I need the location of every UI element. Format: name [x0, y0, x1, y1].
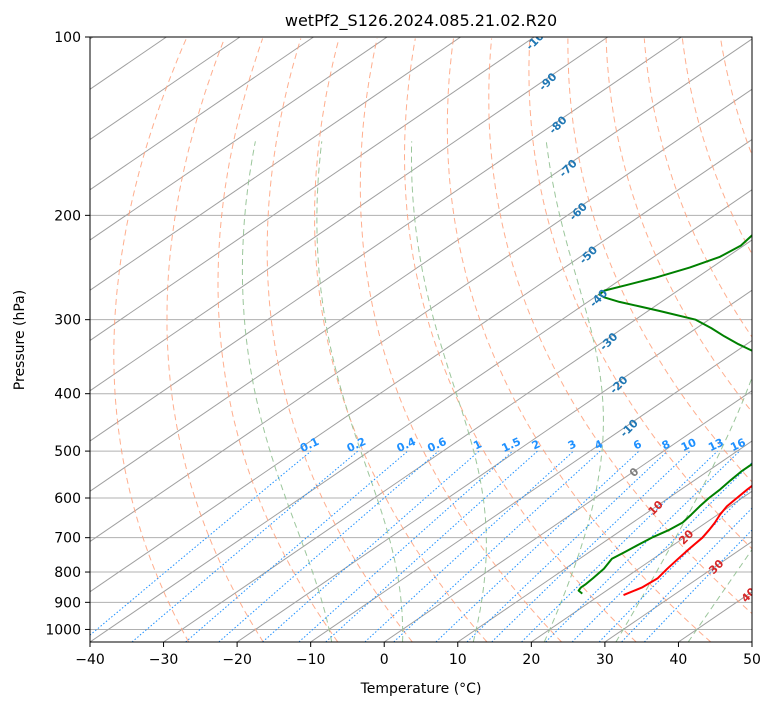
- moist-adiabat-line: [241, 141, 333, 642]
- mixing-ratio-line: [325, 450, 538, 642]
- isotherm-line: [90, 38, 752, 492]
- dry-adiabat-line: [720, 38, 752, 157]
- dry-adiabat-line: [113, 38, 190, 642]
- moist-adiabat-line: [615, 376, 752, 642]
- mixing-ratio-line: [393, 450, 601, 642]
- x-tick-label: −40: [75, 652, 105, 668]
- dry-adiabat-line: [567, 38, 752, 483]
- isotherm-line: [90, 37, 461, 291]
- dry-adiabat-line: [488, 38, 752, 615]
- dry-adiabat-line: [266, 38, 413, 642]
- mixing-ratio-label: 10: [679, 436, 699, 454]
- plot-area: 0.10.20.40.611.52346810131620253036-100-…: [90, 37, 752, 642]
- mixing-ratio-line: [621, 507, 752, 642]
- x-tick-label: −10: [296, 652, 326, 668]
- dry-adiabat-line: [681, 38, 752, 256]
- dry-adiabat-line: [446, 38, 712, 642]
- y-tick-label: 100: [54, 30, 81, 46]
- dry-adiabat-line: [643, 38, 752, 338]
- mixing-ratio-line: [643, 529, 752, 642]
- isotherm-line: [457, 440, 752, 642]
- chart-title: wetPf2_S126.2024.085.21.02.R20: [285, 11, 557, 31]
- mixing-ratio-line: [521, 450, 718, 642]
- mixing-ratio-line: [262, 450, 480, 642]
- mixing-ratio-line: [185, 450, 409, 642]
- isotherm-line: [90, 37, 388, 241]
- mixing-ratio-line: [298, 450, 514, 642]
- x-tick-label: −20: [222, 652, 252, 668]
- dry-adiabat-line: [166, 38, 264, 642]
- x-tick-label: 0: [380, 652, 389, 668]
- mixing-ratio-label: 13: [706, 436, 725, 454]
- mixing-ratio-line: [218, 450, 439, 642]
- y-tick-label: 900: [54, 595, 81, 611]
- mixing-ratio-line: [466, 450, 668, 642]
- isotherm-line: [90, 37, 682, 442]
- x-tick-label: 20: [522, 652, 540, 668]
- isotherm-line: [90, 37, 609, 392]
- plot-frame: [89, 36, 753, 643]
- dry-adiabat-line: [359, 38, 562, 642]
- isotherm-line: [90, 138, 752, 593]
- x-tick-label: 40: [670, 652, 688, 668]
- dry-adiabat-line: [403, 38, 637, 642]
- y-tick-label: 500: [54, 444, 81, 460]
- x-tick-label: 30: [596, 652, 614, 668]
- isotherm-line: [531, 490, 752, 642]
- mixing-ratio-line: [131, 450, 359, 642]
- x-axis: −40 −30 −20 −10 0 10 20 30 40 50: [75, 642, 761, 668]
- mixing-ratio-line: [598, 486, 752, 642]
- y-tick-label: 700: [54, 531, 81, 547]
- mixing-ratio-label: 16: [728, 436, 748, 454]
- dry-adiabat-line: [528, 38, 752, 550]
- dry-adiabat-line: [605, 38, 752, 413]
- x-tick-label: −30: [149, 652, 179, 668]
- isotherm-line: [236, 289, 752, 642]
- y-tick-label: 600: [54, 491, 81, 507]
- isotherm-line: [310, 339, 752, 642]
- moist-adiabat-line: [411, 141, 487, 642]
- isotherm-line: [90, 37, 535, 342]
- moist-adiabat-line: [316, 141, 404, 642]
- dry-adiabat-line: [314, 38, 488, 642]
- dewpoint-profile-line: [577, 234, 752, 595]
- isotherm-line: [383, 390, 752, 642]
- isotherm-line: [163, 239, 752, 642]
- y-tick-label: 1000: [45, 622, 81, 638]
- mixing-ratio-line: [435, 450, 640, 642]
- x-axis-label: Temperature (°C): [360, 681, 482, 697]
- mixing-ratio-line: [491, 450, 691, 642]
- y-tick-label: 200: [54, 208, 81, 224]
- mixing-ratio-line: [364, 450, 574, 642]
- y-axis: 1000 900 800 700 600 500 400 300 200 100: [45, 30, 90, 638]
- y-axis-label: Pressure (hPa): [12, 290, 28, 390]
- isotherm-line: [90, 189, 752, 642]
- y-tick-label: 800: [54, 565, 81, 581]
- isotherm-line: [90, 37, 314, 191]
- x-tick-label: 50: [743, 652, 761, 668]
- y-tick-label: 300: [54, 313, 81, 329]
- x-tick-label: 10: [449, 652, 467, 668]
- temperature-profile-line: [623, 484, 752, 597]
- isotherm-line: [90, 37, 241, 141]
- y-tick-label: 400: [54, 387, 81, 403]
